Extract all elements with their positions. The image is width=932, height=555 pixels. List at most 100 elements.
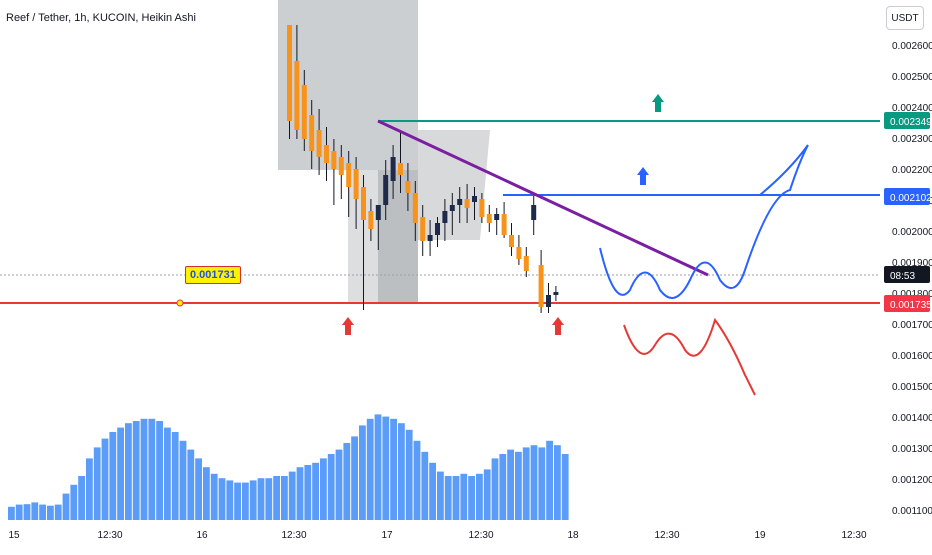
volume-bar [70, 484, 78, 520]
candle [405, 181, 411, 193]
candle [390, 157, 396, 181]
candle [457, 199, 463, 205]
time-axis-tick: 12:30 [841, 530, 866, 541]
volume-bar [101, 438, 109, 520]
volume-bar [351, 436, 358, 520]
volume-bar [47, 505, 54, 520]
candle [427, 235, 433, 241]
volume-bar [468, 476, 475, 520]
volume-bar [398, 423, 405, 520]
volume-bar [452, 476, 460, 520]
volume-bar [366, 418, 374, 520]
volume-bar [8, 506, 15, 520]
price-axis-tick: 0.001500 [892, 382, 932, 393]
candle [324, 145, 329, 163]
volume-bar [522, 447, 530, 520]
candle [316, 130, 322, 157]
time-axis-tick: 12:30 [654, 530, 679, 541]
time-axis-tick: 18 [567, 530, 579, 541]
volume-bar [530, 445, 538, 520]
candle [361, 187, 366, 220]
volume-bar [561, 454, 569, 520]
volume-bar [491, 458, 499, 520]
volume-bar [460, 473, 468, 520]
candle [472, 196, 477, 202]
volume-bar [281, 476, 288, 520]
volume-bar [156, 421, 163, 520]
volume-bar [249, 480, 257, 520]
price-axis-tick: 0.002200 [892, 165, 932, 176]
price-axis-tick: 0.001100 [892, 506, 932, 517]
up-arrow-icon [637, 167, 649, 185]
candle [523, 256, 529, 271]
volume-bar [23, 504, 31, 520]
volume-bar [335, 449, 343, 520]
candle [383, 175, 389, 205]
candle [287, 25, 292, 121]
candle [309, 115, 315, 151]
volume-bar [179, 440, 187, 520]
volume-bar [125, 423, 132, 520]
volume-bar [546, 440, 553, 520]
volume-bar [39, 504, 46, 520]
volume-bar [296, 467, 304, 520]
volume-bar [78, 476, 85, 520]
volume-bar [171, 432, 179, 520]
time-axis-tick: 12:30 [97, 530, 122, 541]
volume-bar [195, 458, 202, 520]
volume-bar [327, 454, 335, 520]
volume-bar [62, 493, 70, 520]
volume-bar [499, 454, 507, 520]
range-shade [418, 130, 490, 240]
candle [546, 295, 551, 307]
time-axis-tick: 19 [754, 530, 766, 541]
time-axis-tick: 17 [381, 530, 393, 541]
support-price-label: 0.001731 [185, 266, 241, 284]
up-arrow-icon [552, 317, 564, 335]
volume-bar [273, 476, 280, 520]
time-axis-tick: 12:30 [281, 530, 306, 541]
volume-bar [54, 504, 62, 520]
up-arrow-icon [652, 94, 664, 112]
candle [375, 205, 381, 220]
candle [531, 205, 537, 220]
candle [435, 223, 440, 235]
volume-bar [93, 447, 101, 520]
price-axis-tick: 0.001900 [892, 258, 932, 269]
price-axis-tick: 0.001800 [892, 289, 932, 300]
volume-bar [312, 462, 319, 520]
volume-bar [538, 447, 546, 520]
trendline [377, 119, 709, 277]
price-axis-tick: 0.002000 [892, 227, 932, 238]
volume-bar [483, 469, 491, 520]
candle [553, 292, 559, 295]
price-axis-tick: 0.001700 [892, 320, 932, 331]
volume-bar [390, 418, 397, 520]
volume-bar [413, 440, 421, 520]
price-axis-tick: 0.002300 [892, 134, 932, 145]
candle [412, 193, 418, 223]
volume-bar [234, 482, 241, 520]
volume-bar [476, 473, 483, 520]
volume-bar [242, 482, 249, 520]
price-axis-tick: 0.001400 [892, 413, 932, 424]
currency-unit-button[interactable]: USDT [886, 6, 924, 30]
volume-bar [304, 465, 312, 520]
volume-bar [226, 480, 234, 520]
candle [516, 247, 522, 259]
price-tag-label: 08:53 [890, 271, 915, 282]
candle [331, 151, 337, 169]
volume-bar [15, 504, 23, 520]
candle [346, 163, 352, 187]
range-shade [378, 0, 418, 303]
candle [449, 205, 455, 211]
volume-bar [507, 449, 514, 520]
bullish-projection [599, 144, 809, 299]
volume-bar [429, 462, 436, 520]
candle [301, 85, 307, 139]
price-tag [884, 112, 930, 129]
volume-bar [265, 478, 273, 520]
volume-bar [164, 427, 171, 520]
